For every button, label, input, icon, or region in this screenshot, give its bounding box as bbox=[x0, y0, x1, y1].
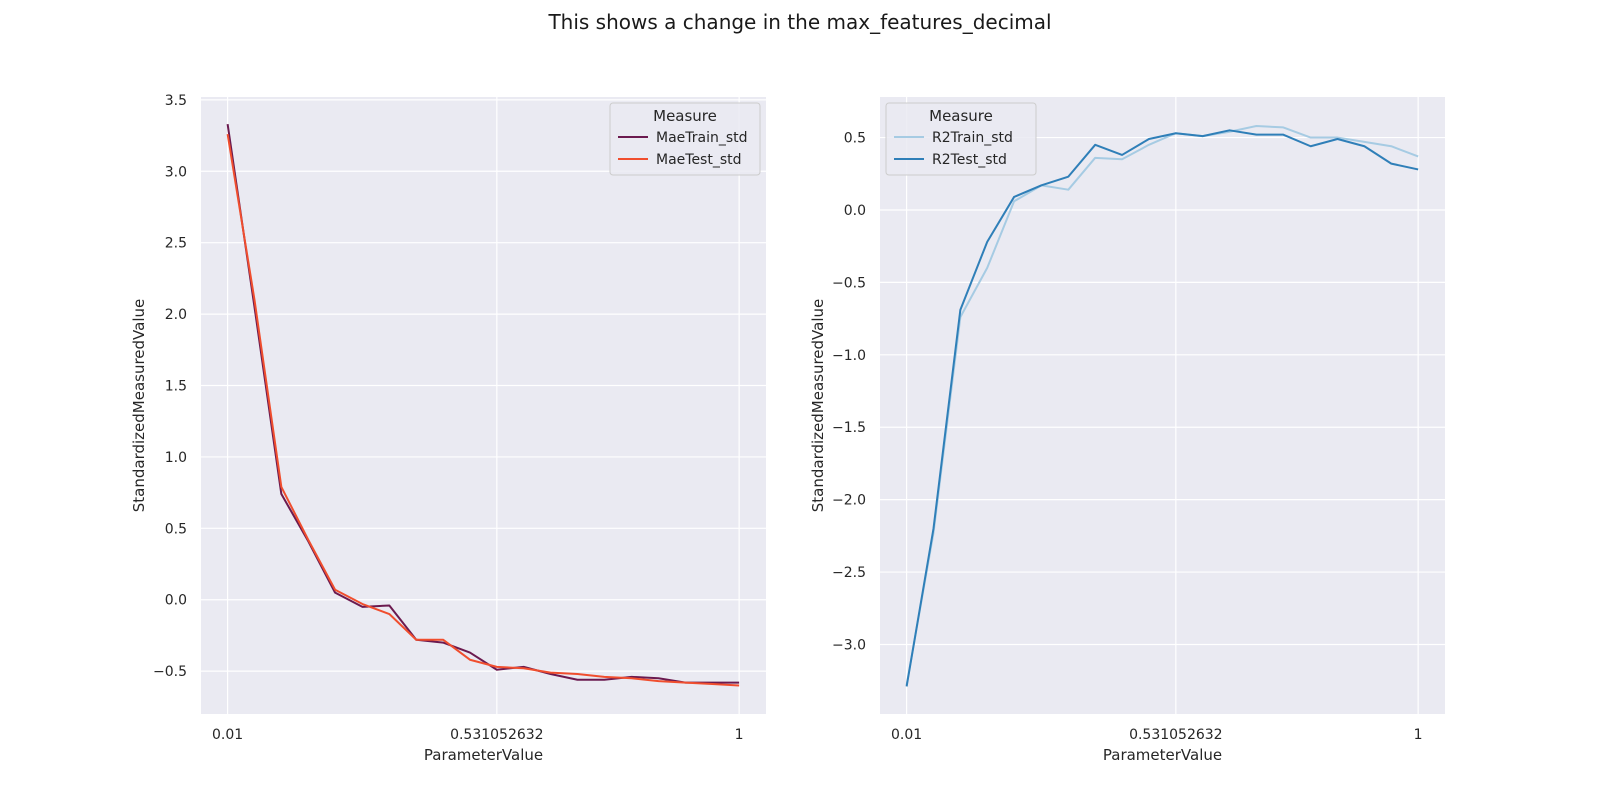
x-tick-label: 1 bbox=[1414, 727, 1423, 743]
series-line-r2test-std bbox=[905, 129, 1419, 687]
legend-entry: R2Train_std bbox=[932, 130, 1013, 146]
x-tick-label: 0.01 bbox=[891, 727, 922, 743]
legend-entry: R2Test_std bbox=[932, 152, 1007, 168]
y-tick-label: 0.5 bbox=[844, 131, 866, 147]
y-tick-label: 3.5 bbox=[165, 93, 187, 109]
y-tick-label: −2.0 bbox=[832, 493, 866, 509]
figure-title: This shows a change in the max_features_… bbox=[548, 10, 1052, 34]
y-tick-label: −1.5 bbox=[832, 420, 866, 436]
legend: Measure MaeTrain_std MaeTest_std bbox=[609, 102, 761, 176]
legend-title: Measure bbox=[929, 107, 993, 125]
legend: Measure R2Train_std R2Test_std bbox=[885, 102, 1037, 176]
x-axis-label: ParameterValue bbox=[424, 746, 543, 764]
plot-area bbox=[880, 97, 1445, 714]
y-axis-label: StandardizedMeasuredValue bbox=[130, 299, 148, 513]
y-tick-label: 2.5 bbox=[165, 236, 187, 252]
x-tick-label: 0.01 bbox=[212, 727, 243, 743]
y-tick-label: −0.5 bbox=[832, 275, 866, 291]
y-tick-label: 1.5 bbox=[165, 379, 187, 395]
y-tick-label: −3.0 bbox=[832, 637, 866, 653]
y-tick-label: 0.0 bbox=[844, 203, 866, 219]
y-tick-label: 0.5 bbox=[165, 521, 187, 537]
plot-area bbox=[201, 97, 766, 714]
x-tick-label: 0.531052632 bbox=[450, 727, 544, 743]
x-tick-label: 0.531052632 bbox=[1129, 727, 1223, 743]
legend-entry: MaeTrain_std bbox=[656, 130, 748, 146]
y-axis-label: StandardizedMeasuredValue bbox=[809, 299, 827, 513]
legend-box bbox=[885, 102, 1037, 176]
y-tick-label: 1.0 bbox=[165, 450, 187, 466]
y-tick-label: −1.0 bbox=[832, 348, 866, 364]
x-tick-label: 1 bbox=[735, 727, 744, 743]
y-tick-label: −2.5 bbox=[832, 565, 866, 581]
y-tick-label: −0.5 bbox=[153, 664, 187, 680]
y-tick-label: 0.0 bbox=[165, 593, 187, 609]
right-chart: 0.5 0.0 −0.5 −1.0 −1.5 −2.0 −2.5 −3.0 0.01 0.5310… bbox=[809, 97, 1445, 764]
left-chart: 3.5 3.0 2.5 2.0 1.5 1.0 0.5 0.0 −0.5 0.01 0.531052… bbox=[130, 93, 766, 764]
y-tick-label: 2.0 bbox=[165, 307, 187, 323]
series-line-r2train-std bbox=[905, 124, 1419, 686]
legend-entry: MaeTest_std bbox=[656, 152, 742, 168]
legend-title: Measure bbox=[653, 107, 717, 125]
y-tick-label: 3.0 bbox=[165, 164, 187, 180]
legend-box bbox=[609, 102, 761, 176]
x-axis-label: ParameterValue bbox=[1103, 746, 1222, 764]
series-line-maetest-std bbox=[226, 133, 740, 687]
